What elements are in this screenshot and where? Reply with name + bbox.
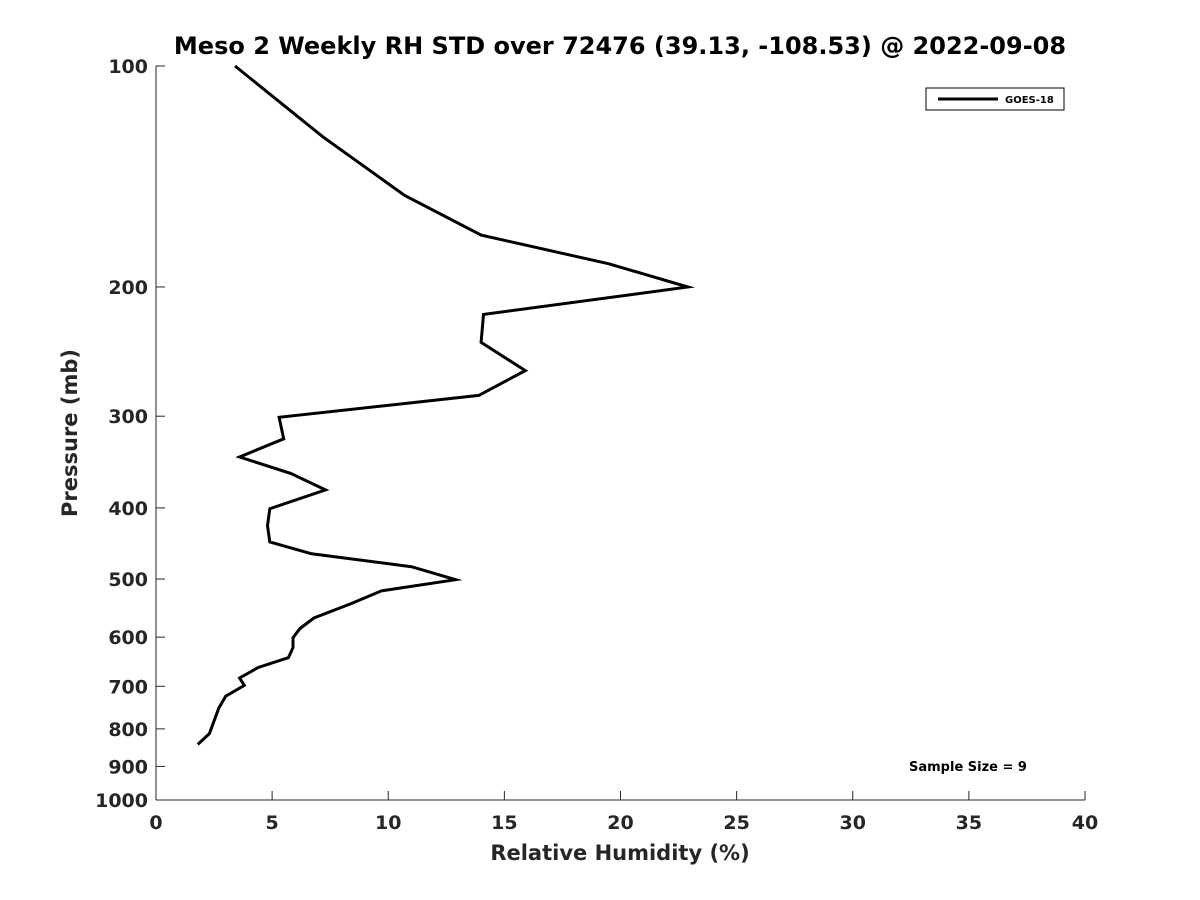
x-axis-label: Relative Humidity (%) xyxy=(490,841,749,865)
chart-title: Meso 2 Weekly RH STD over 72476 (39.13, … xyxy=(174,32,1066,60)
x-tick-label: 5 xyxy=(266,812,279,834)
x-tick-label: 0 xyxy=(149,812,162,834)
x-tick-label: 30 xyxy=(840,812,866,834)
y-tick-label: 900 xyxy=(108,756,148,778)
y-tick-label: 1000 xyxy=(95,790,148,812)
series-line-goes-18 xyxy=(196,64,696,746)
x-tick-label: 15 xyxy=(491,812,517,834)
axes xyxy=(155,66,1085,801)
x-ticks: 0 5 10 15 20 25 30 35 40 xyxy=(149,791,1098,834)
x-tick-label: 40 xyxy=(1072,812,1098,834)
y-tick-label: 700 xyxy=(108,676,148,698)
legend-label: GOES-18 xyxy=(1005,95,1054,106)
y-tick-label: 100 xyxy=(108,56,148,78)
y-tick-label: 400 xyxy=(108,498,148,520)
y-axis-label: Pressure (mb) xyxy=(58,349,82,517)
y-tick-label: 600 xyxy=(108,627,148,649)
legend: GOES-18 xyxy=(925,87,1065,111)
x-tick-label: 10 xyxy=(375,812,401,834)
series-layer xyxy=(196,64,696,746)
y-tick-label: 300 xyxy=(108,406,148,428)
sample-size-annotation: Sample Size = 9 xyxy=(909,760,1027,775)
x-tick-label: 35 xyxy=(956,812,982,834)
y-tick-label: 200 xyxy=(108,277,148,299)
y-tick-label: 800 xyxy=(108,719,148,741)
x-tick-label: 25 xyxy=(723,812,749,834)
y-tick-label: 500 xyxy=(108,569,148,591)
y-ticks: 100 200 300 400 500 600 700 800 900 1000 xyxy=(95,56,165,812)
x-tick-label: 20 xyxy=(607,812,633,834)
